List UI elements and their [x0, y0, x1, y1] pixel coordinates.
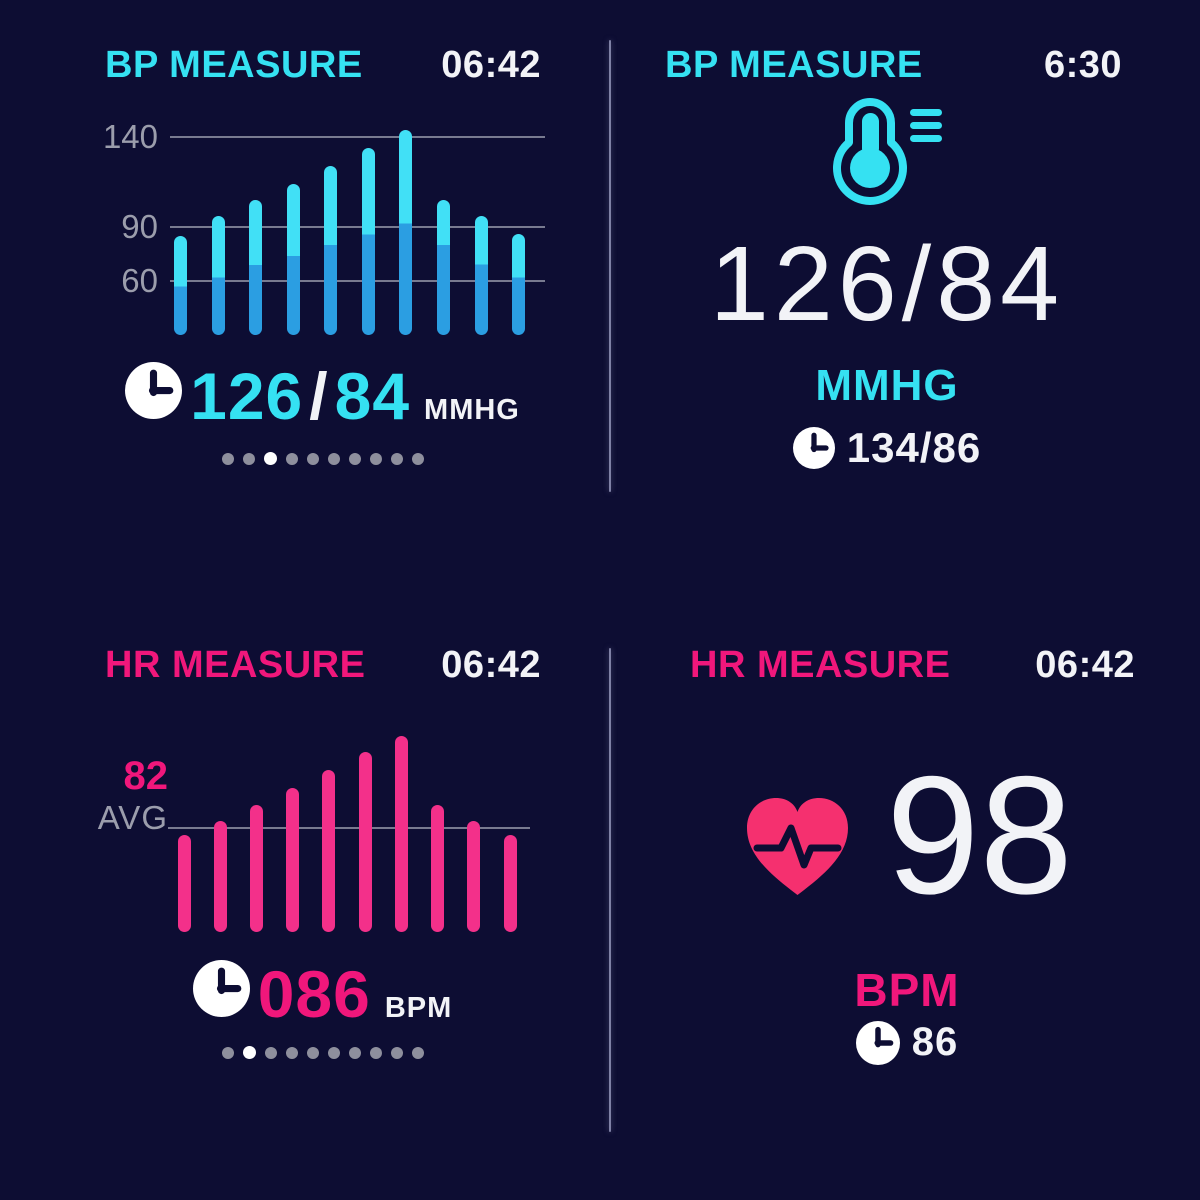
pagination-dot — [263, 452, 277, 465]
bp-bar — [324, 165, 338, 335]
hr-history-value: 86 — [911, 1020, 959, 1064]
panel-bp-detail-screen[interactable]: BP MEASURE 6:30 126/84 MMHG 134/86 — [600, 0, 1200, 600]
bp-bar — [249, 200, 263, 335]
panel-time: 06:42 — [1035, 644, 1135, 686]
clock-icon — [192, 960, 250, 1017]
pagination-dot — [390, 1046, 403, 1059]
panel-bp-chart-screen[interactable]: BP MEASURE 06:42 140 90 60 126 / 84 MMHG — [0, 0, 600, 600]
panel-time: 06:42 — [441, 44, 541, 86]
pagination-dot — [242, 1046, 256, 1059]
unit-label: BPM — [384, 992, 453, 1024]
hr-average-line — [168, 827, 530, 829]
hr-bar-chart: 82 AVG — [0, 600, 600, 1200]
hr-history-row: 86 — [614, 1020, 1200, 1065]
bp-current-reading: 126 / 84 MMHG — [100, 360, 545, 432]
bp-bar-chart: 140 90 60 — [0, 0, 600, 600]
panel-header: BP MEASURE 06:42 — [0, 44, 600, 86]
bp-bar — [286, 183, 300, 335]
hr-bar — [431, 804, 444, 933]
pagination-indicator — [100, 452, 545, 465]
hr-bar — [213, 820, 227, 933]
hr-average-caption: AVG — [97, 799, 168, 836]
pagination-dot — [285, 452, 298, 465]
panel-header: HR MEASURE 06:42 — [600, 644, 1200, 686]
panel-title: HR MEASURE — [105, 644, 366, 686]
hr-bar — [322, 770, 336, 933]
bp-bar — [512, 234, 525, 335]
bp-detail-value: 126/84 — [709, 225, 1065, 343]
hr-detail-value: 98 — [886, 741, 1073, 929]
hr-current-reading: 086 BPM — [100, 958, 545, 1030]
pagination-indicator — [100, 1046, 545, 1059]
hr-bar — [249, 804, 263, 933]
pagination-dot — [221, 1046, 234, 1059]
bp-bar — [399, 129, 413, 335]
pagination-dot — [327, 1046, 340, 1059]
hr-value: 086 — [257, 957, 371, 1031]
panel-divider — [609, 40, 611, 492]
pagination-dot — [369, 1046, 382, 1059]
panel-hr-detail-screen[interactable]: HR MEASURE 06:42 98 BPM 86 — [600, 600, 1200, 1200]
clock-icon — [855, 1020, 900, 1065]
hr-bar — [503, 835, 517, 933]
blood-pressure-gauge-icon — [832, 98, 942, 205]
pagination-dot — [348, 1046, 361, 1059]
slash-separator: / — [309, 359, 329, 433]
pagination-dot — [306, 1046, 319, 1059]
hr-bar — [394, 736, 408, 933]
hr-detail-unit: BPM — [854, 964, 960, 1016]
hr-bar — [286, 788, 300, 933]
bp-detail-unit: MMHG — [815, 361, 959, 410]
bp-gridline — [170, 136, 545, 138]
panel-title: HR MEASURE — [690, 644, 951, 686]
hr-average-value: 82 — [123, 754, 169, 798]
pagination-dot — [327, 452, 340, 465]
pagination-dot — [264, 1046, 277, 1059]
pagination-dot — [411, 452, 424, 465]
hr-bar — [358, 752, 372, 933]
pagination-dot — [348, 452, 361, 465]
pagination-dot — [411, 1046, 424, 1059]
panel-title: BP MEASURE — [105, 44, 363, 86]
pagination-dot — [369, 452, 382, 465]
bp-history-value: 134/86 — [846, 424, 982, 471]
hr-average-label: 82 AVG — [86, 753, 168, 837]
bp-bar — [361, 147, 375, 335]
bp-gridline — [170, 280, 545, 282]
bp-bar — [474, 216, 488, 335]
heart-pulse-icon — [747, 798, 849, 895]
clock-icon — [792, 427, 835, 469]
bp-gridline — [170, 226, 545, 228]
panel-header: HR MEASURE 06:42 — [0, 644, 600, 686]
panel-divider — [609, 648, 611, 1132]
panel-header: BP MEASURE 6:30 — [600, 44, 1200, 86]
panel-time: 6:30 — [1043, 44, 1122, 86]
bp-bar — [174, 236, 187, 335]
bp-history-row: 134/86 — [792, 424, 982, 472]
unit-label: MMHG — [424, 394, 520, 426]
pagination-dot — [306, 452, 319, 465]
bp-axis-tick: 90 — [121, 208, 158, 245]
bp-bar — [211, 216, 225, 335]
pagination-dot — [285, 1046, 298, 1059]
pagination-dot — [390, 452, 403, 465]
hr-detail-content: 98 — [614, 750, 1200, 920]
panel-title: BP MEASURE — [665, 44, 923, 86]
pagination-dot — [242, 452, 255, 465]
hr-bar — [467, 820, 481, 933]
bp-axis-tick: 140 — [102, 118, 158, 155]
panel-hr-chart-screen[interactable]: HR MEASURE 06:42 82 AVG 086 BPM — [0, 600, 600, 1200]
bp-detail-content: 126/84 MMHG 134/86 — [600, 98, 1174, 472]
diastolic-value: 84 — [334, 359, 411, 433]
hr-bar — [177, 835, 191, 933]
panel-time: 06:42 — [441, 644, 541, 686]
systolic-value: 126 — [190, 359, 304, 433]
clock-icon — [125, 362, 183, 419]
bp-axis-tick: 60 — [121, 262, 158, 299]
bp-bar — [436, 200, 450, 335]
pagination-dot — [221, 452, 234, 465]
